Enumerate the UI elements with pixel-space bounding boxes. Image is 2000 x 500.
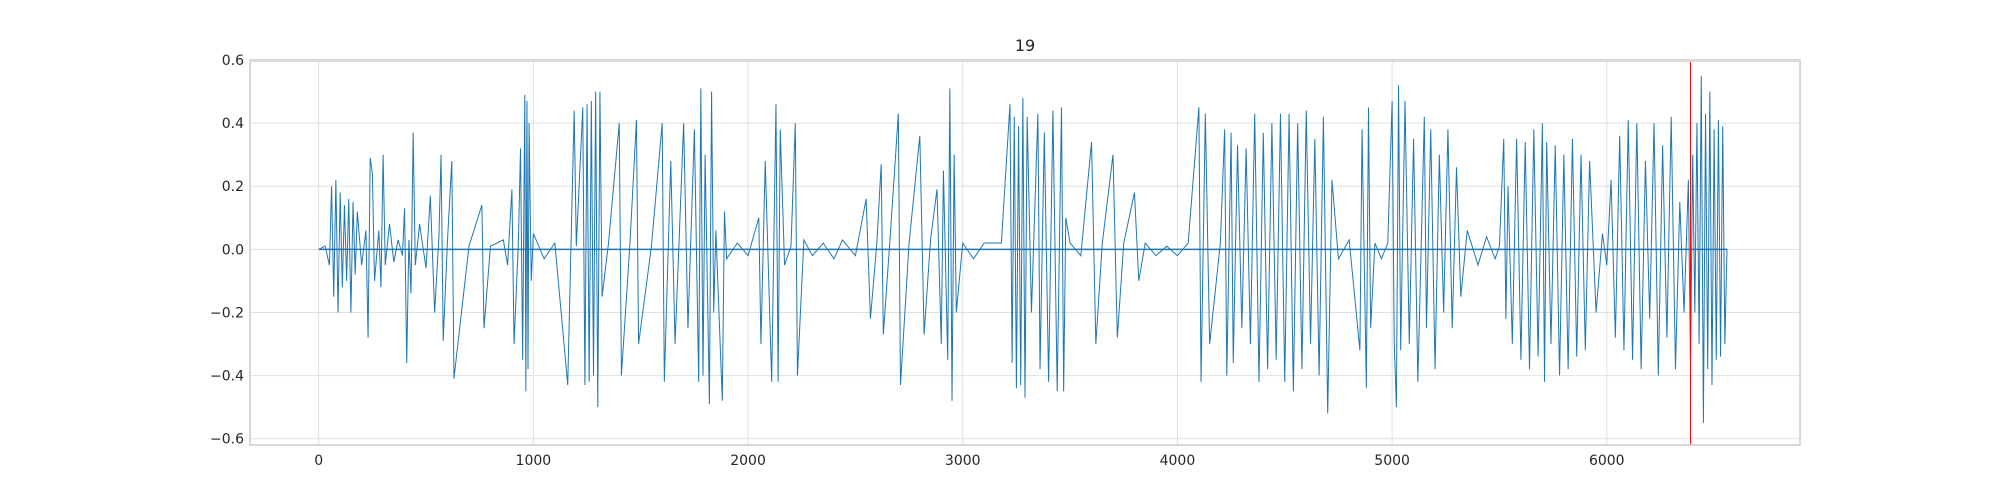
- x-tick-label: 6000: [1589, 453, 1625, 469]
- chart-title: 19: [1015, 36, 1035, 55]
- y-tick-label: −0.4: [210, 369, 244, 385]
- x-tick-label: 0: [314, 453, 323, 469]
- x-tick-label: 2000: [730, 453, 766, 469]
- x-tick-label: 3000: [945, 453, 981, 469]
- plot-top-border: [250, 59, 1800, 62]
- x-tick-label: 1000: [516, 453, 552, 469]
- series-line: [318, 75, 1728, 423]
- tick-labels: 0 1000 2000 3000 4000 5000 6000 0.6 0.4 0.2 0.0 −0.…: [210, 53, 1625, 469]
- y-tick-label: 0.4: [222, 116, 244, 132]
- y-tick-label: −0.2: [210, 305, 244, 321]
- y-tick-label: 0.0: [222, 242, 244, 258]
- x-tick-label: 4000: [1160, 453, 1196, 469]
- y-tick-label: −0.6: [210, 432, 244, 448]
- series-line-path: [318, 75, 1728, 423]
- x-tick-label: 5000: [1374, 453, 1410, 469]
- y-tick-label: 0.2: [222, 179, 244, 195]
- y-tick-label: 0.6: [222, 53, 244, 69]
